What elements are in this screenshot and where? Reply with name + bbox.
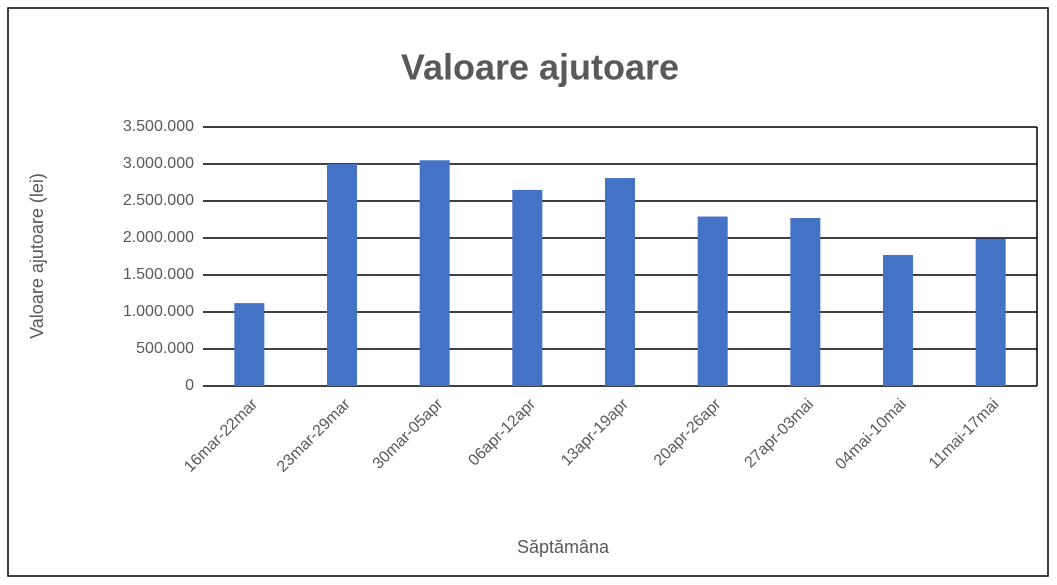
y-tick-label: 1.000.000 — [123, 303, 194, 320]
bar — [975, 238, 1006, 386]
bar — [512, 189, 543, 386]
x-axis-title: Săptămâna — [517, 537, 610, 557]
y-tick-label: 2.500.000 — [123, 192, 194, 209]
y-tick-label: 3.000.000 — [123, 155, 194, 172]
bar — [419, 160, 450, 386]
y-axis-title: Valoare ajutoare (lei) — [27, 173, 47, 339]
y-tick-label: 3.500.000 — [123, 118, 194, 135]
y-tick-label: 0 — [185, 377, 194, 394]
y-tick-label: 500.000 — [136, 340, 194, 357]
y-tick-label: 2.000.000 — [123, 229, 194, 246]
y-tick-label: 1.500.000 — [123, 266, 194, 283]
bar — [697, 216, 728, 386]
bar — [605, 178, 635, 386]
bar — [790, 218, 821, 386]
bar — [327, 164, 357, 386]
bar — [883, 255, 913, 386]
chart-title: Valoare ajutoare — [401, 47, 679, 88]
bar — [234, 303, 265, 386]
